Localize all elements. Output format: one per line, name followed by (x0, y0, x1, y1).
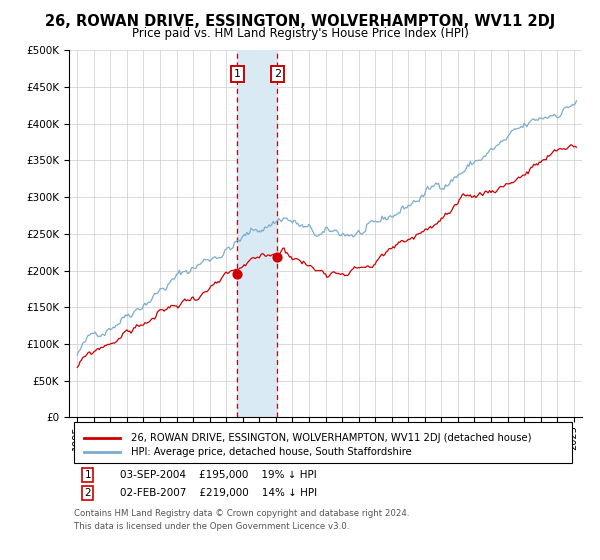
Text: This data is licensed under the Open Government Licence v3.0.: This data is licensed under the Open Gov… (74, 522, 350, 531)
Text: 2: 2 (274, 69, 281, 79)
Point (232, 270, 242, 279)
Text: Price paid vs. HM Land Registry's House Price Index (HPI): Price paid vs. HM Land Registry's House … (131, 27, 469, 40)
Text: Contains HM Land Registry data © Crown copyright and database right 2024.: Contains HM Land Registry data © Crown c… (74, 509, 410, 518)
Text: 03-SEP-2004    £195,000    19% ↓ HPI: 03-SEP-2004 £195,000 19% ↓ HPI (121, 470, 317, 480)
Text: 2: 2 (85, 488, 91, 498)
FancyBboxPatch shape (74, 422, 572, 463)
Text: 1: 1 (85, 470, 91, 480)
Text: 26, ROWAN DRIVE, ESSINGTON, WOLVERHAMPTON, WV11 2DJ (detached house): 26, ROWAN DRIVE, ESSINGTON, WOLVERHAMPTO… (131, 433, 531, 443)
Bar (237, 50, 277, 417)
Text: 1: 1 (234, 69, 241, 79)
Text: 26, ROWAN DRIVE, ESSINGTON, WOLVERHAMPTON, WV11 2DJ: 26, ROWAN DRIVE, ESSINGTON, WOLVERHAMPTO… (45, 14, 555, 29)
Text: HPI: Average price, detached house, South Staffordshire: HPI: Average price, detached house, Sout… (131, 447, 412, 457)
Point (272, 252, 282, 261)
Text: 02-FEB-2007    £219,000    14% ↓ HPI: 02-FEB-2007 £219,000 14% ↓ HPI (121, 488, 317, 498)
